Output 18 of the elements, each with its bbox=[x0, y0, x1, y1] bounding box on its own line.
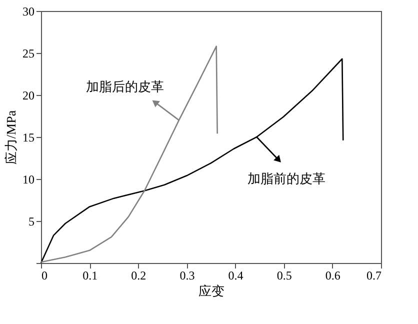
y-tick-label: 20 bbox=[22, 88, 34, 102]
y-tick-label: 5 bbox=[28, 214, 34, 228]
y-tick-label: 30 bbox=[22, 4, 34, 18]
x-tick-label: 0.7 bbox=[366, 268, 382, 282]
y-tick-label: 25 bbox=[22, 46, 34, 60]
y-axis-title: 应力/MPa bbox=[4, 110, 18, 165]
x-tick-label: 0.6 bbox=[325, 268, 340, 282]
annotation: 加脂后的皮革 bbox=[86, 80, 164, 96]
x-tick-label: 0.4 bbox=[228, 268, 244, 282]
x-tick-label: 0.3 bbox=[180, 268, 195, 282]
annotation: 加脂前的皮革 bbox=[248, 172, 326, 187]
y-tick-label: 10 bbox=[22, 172, 34, 186]
x-axis-title: 应变 bbox=[198, 284, 224, 298]
x-tick-label: 0 bbox=[42, 268, 48, 282]
x-tick-label: 0.2 bbox=[131, 268, 146, 282]
y-tick-label: 15 bbox=[22, 130, 34, 144]
x-tick-label: 0.1 bbox=[82, 268, 98, 282]
x-tick-label: 0.5 bbox=[276, 268, 292, 282]
